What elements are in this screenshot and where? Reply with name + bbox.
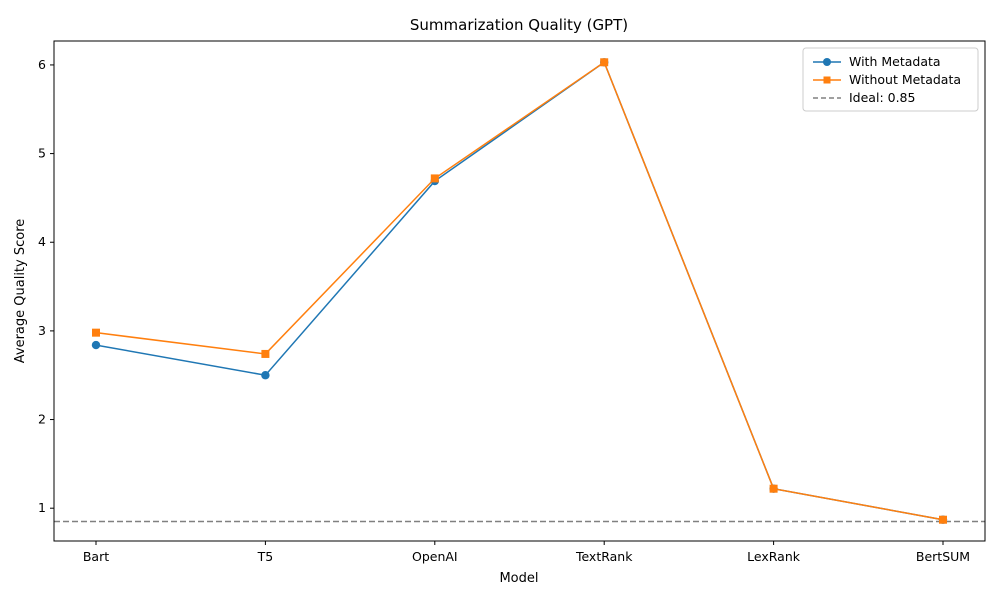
y-tick-label: 2	[38, 412, 46, 427]
legend-marker-with-metadata	[823, 58, 831, 66]
x-tick-label: TextRank	[575, 549, 633, 564]
x-tick-label: BertSUM	[916, 549, 970, 564]
x-tick-label: Bart	[83, 549, 109, 564]
plot-frame	[53, 40, 986, 542]
data-point	[430, 174, 439, 183]
chart-title: Summarization Quality (GPT)	[410, 16, 628, 34]
x-tick-label: OpenAI	[412, 549, 458, 564]
legend-label-ideal: Ideal: 0.85	[849, 90, 915, 105]
y-axis-label: Average Quality Score	[13, 219, 28, 364]
y-tick-label: 5	[38, 146, 46, 161]
y-tick-label: 3	[38, 323, 46, 338]
y-tick-label: 4	[38, 234, 46, 249]
data-point	[261, 349, 270, 358]
data-point	[939, 515, 947, 524]
data-point	[91, 340, 101, 350]
data-point	[92, 328, 100, 337]
x-axis-label: Model	[499, 571, 538, 586]
x-tick-label: LexRank	[747, 549, 801, 564]
data-point	[600, 58, 609, 67]
y-tick-label: 1	[38, 500, 46, 515]
legend-box	[802, 47, 979, 112]
series-line-1	[95, 61, 944, 521]
legend-label-with-metadata: With Metadata	[849, 54, 941, 69]
data-point	[261, 371, 270, 380]
legend-marker-without-metadata	[823, 76, 831, 84]
data-point	[769, 484, 778, 493]
series-line-0	[95, 61, 944, 521]
x-tick-label: T5	[257, 549, 274, 564]
legend-label-without-metadata: Without Metadata	[849, 72, 961, 87]
legend: With Metadata Without Metadata Ideal: 0.…	[802, 47, 979, 112]
y-tick-label: 6	[38, 57, 46, 72]
